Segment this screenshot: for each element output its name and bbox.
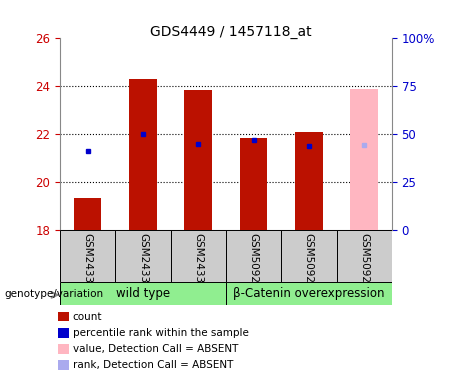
Text: GSM509262: GSM509262 (359, 233, 369, 296)
Text: percentile rank within the sample: percentile rank within the sample (73, 328, 249, 338)
Bar (74, 198, 101, 230)
Text: GSM243347: GSM243347 (138, 233, 148, 296)
Bar (60, 230, 115, 282)
Bar (184, 90, 212, 230)
Bar (60, 282, 226, 305)
Bar (240, 138, 267, 230)
Text: GSM509261: GSM509261 (304, 233, 314, 296)
Text: GSM243346: GSM243346 (83, 233, 93, 296)
Text: GSM243348: GSM243348 (193, 233, 203, 296)
Text: GDS4449 / 1457118_at: GDS4449 / 1457118_at (150, 25, 311, 39)
Bar (171, 230, 226, 282)
Text: value, Detection Call = ABSENT: value, Detection Call = ABSENT (73, 344, 238, 354)
Bar (295, 132, 323, 230)
Bar (281, 230, 337, 282)
Bar (226, 282, 392, 305)
Bar (115, 230, 171, 282)
Text: genotype/variation: genotype/variation (5, 289, 104, 299)
Text: GSM509260: GSM509260 (248, 233, 259, 296)
Bar (350, 89, 378, 230)
Text: wild type: wild type (116, 287, 170, 300)
Bar (129, 79, 157, 230)
Bar (337, 230, 392, 282)
Bar (226, 230, 281, 282)
Text: count: count (73, 312, 102, 322)
Text: β-Catenin overexpression: β-Catenin overexpression (233, 287, 384, 300)
Text: rank, Detection Call = ABSENT: rank, Detection Call = ABSENT (73, 360, 233, 370)
